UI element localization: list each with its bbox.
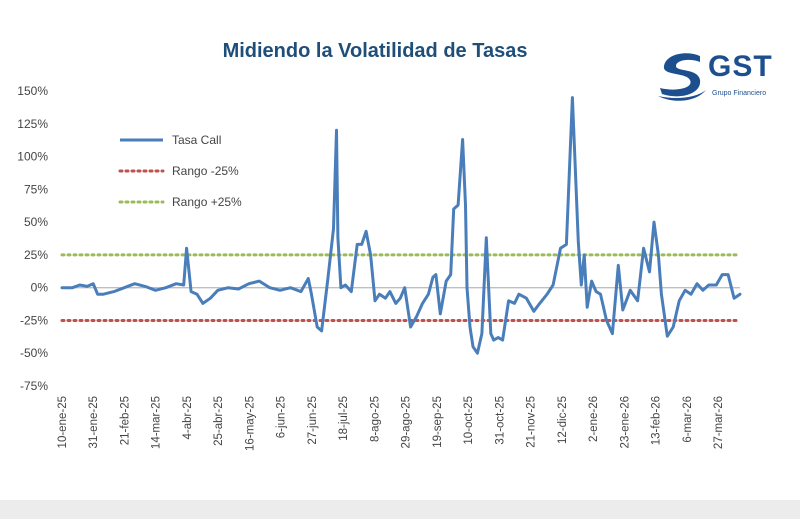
x-tick-label: 23-ene-26 xyxy=(619,396,631,448)
gst-logo: GST Grupo Financiero xyxy=(656,48,796,108)
legend-label: Rango +25% xyxy=(172,195,242,209)
x-tick-label: 31-ene-25 xyxy=(88,396,100,448)
chart-card xyxy=(0,0,800,500)
x-tick-label: 21-feb-25 xyxy=(119,396,131,445)
x-tick-label: 18-jul-25 xyxy=(338,396,350,441)
reference-lines xyxy=(60,253,742,322)
chart-title: Midiendo la Volatilidad de Tasas xyxy=(222,40,528,62)
x-tick-label: 4-abr-25 xyxy=(182,396,194,439)
x-tick-label: 31-oct-25 xyxy=(494,396,506,445)
y-tick-label: 100% xyxy=(17,150,48,164)
series-layer xyxy=(60,96,742,355)
logo-subtitle: Grupo Financiero xyxy=(712,90,767,97)
y-tick-label: 0% xyxy=(31,281,49,295)
x-tick-label: 27-jun-25 xyxy=(307,396,319,445)
x-tick-label: 10-oct-25 xyxy=(463,396,475,445)
x-tick-label: 12-dic-25 xyxy=(557,396,569,444)
x-tick-label: 27-mar-26 xyxy=(713,396,725,449)
y-tick-label: 150% xyxy=(17,84,48,98)
x-axis: 10-ene-25 31-ene-25 21-feb-25 14-mar-25 4-ab… xyxy=(57,396,725,451)
legend: Tasa Call Rango -25% Rango +25% xyxy=(118,133,242,209)
x-tick-label: 2-ene-26 xyxy=(588,396,600,442)
y-tick-label: 75% xyxy=(24,182,48,196)
gst-swoosh-logo-icon xyxy=(658,53,706,101)
legend-label: Rango -25% xyxy=(172,164,239,178)
x-tick-label: 10-ene-25 xyxy=(57,396,69,448)
y-tick-label: 50% xyxy=(24,215,48,229)
x-tick-label: 6-jun-25 xyxy=(276,396,288,438)
x-tick-label: 6-mar-26 xyxy=(682,396,694,443)
y-tick-label: 125% xyxy=(17,117,48,131)
x-tick-label: 21-nov-25 xyxy=(526,396,538,448)
y-tick-label: -75% xyxy=(20,379,48,393)
y-tick-label: -50% xyxy=(20,346,48,360)
x-tick-label: 19-sep-25 xyxy=(432,396,444,448)
logo-name: GST xyxy=(708,50,773,83)
x-tick-label: 25-abr-25 xyxy=(213,396,225,446)
x-tick-label: 8-ago-25 xyxy=(369,396,381,442)
y-tick-label: -25% xyxy=(20,313,48,327)
bottom-strip xyxy=(0,500,800,519)
x-tick-label: 14-mar-25 xyxy=(151,396,163,449)
y-axis: 150% 125% 100% 75% 50% 25% 0% -25% -50% -75% xyxy=(17,84,48,393)
x-tick-label: 13-feb-26 xyxy=(651,396,663,445)
series-line-tasa-call xyxy=(60,96,742,355)
legend-label: Tasa Call xyxy=(172,133,221,147)
y-tick-label: 25% xyxy=(24,248,48,262)
x-tick-label: 16-may-25 xyxy=(244,396,256,451)
x-tick-label: 29-ago-25 xyxy=(401,396,413,448)
